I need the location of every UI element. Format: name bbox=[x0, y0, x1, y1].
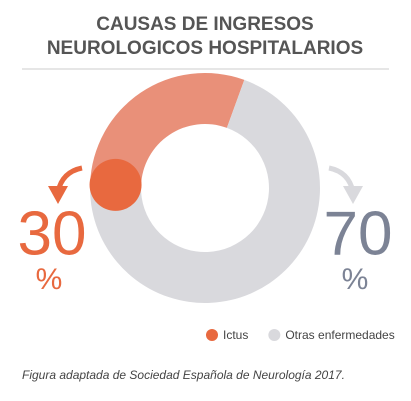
value-unit: % bbox=[36, 263, 63, 296]
arrow-left-head bbox=[48, 186, 68, 204]
chart-title: CAUSAS DE INGRESOS bbox=[96, 14, 313, 35]
arrow-right-head bbox=[343, 186, 363, 204]
legend-swatch bbox=[268, 329, 281, 341]
value-label: 70 bbox=[324, 199, 393, 268]
legend-label: Ictus bbox=[223, 328, 248, 342]
slice bbox=[90, 79, 320, 303]
caption: Figura adaptada de Sociedad Española de … bbox=[22, 368, 345, 382]
legend-swatch bbox=[206, 329, 218, 341]
chart-subtitle: NEUROLOGICOS HOSPITALARIOS bbox=[47, 38, 363, 59]
slice bbox=[90, 72, 245, 186]
slice-marker bbox=[89, 158, 142, 211]
value-label: 30 bbox=[18, 199, 87, 268]
value-unit: % bbox=[342, 263, 369, 296]
legend-label: Otras enfermedades bbox=[285, 328, 394, 342]
